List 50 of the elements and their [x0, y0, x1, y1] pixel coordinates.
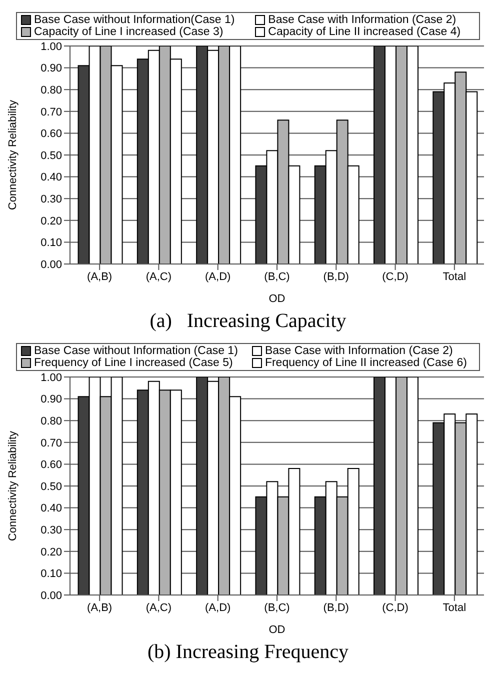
legend-label: Frequency of Line I increased (Case 5)	[34, 357, 233, 369]
y-tick-label: 0.40	[40, 172, 62, 184]
x-tick-label: (A,C)	[146, 270, 172, 283]
y-tick-label: 0.60	[40, 128, 62, 140]
y-tick-label: 0.00	[40, 258, 62, 271]
text: (b) Increasing Frequency	[146, 641, 350, 664]
x-tick-label: Total	[442, 602, 466, 614]
y-tick-label: 1.00	[40, 40, 62, 53]
y-tick-label: 0.20	[40, 215, 62, 228]
y-tick-label: 1.00	[40, 372, 62, 384]
y-tick-label: 0.40	[40, 502, 62, 515]
x-tick-label: (C,D)	[382, 270, 408, 283]
y-tick-label: 0.20	[40, 546, 62, 558]
x-tick-label: (B,D)	[323, 270, 349, 283]
y-tick-label: 0.30	[40, 194, 62, 206]
y-axis-title: Connectivity Reliability	[6, 99, 19, 210]
y-tick-label: 0.00	[40, 590, 62, 602]
y-tick-label: 0.10	[40, 568, 62, 580]
y-axis-title: Connectivity Reliability	[6, 430, 19, 542]
x-tick-label: (A,C)	[146, 602, 172, 614]
x-tick-label: (A,B)	[87, 602, 112, 614]
x-axis-title: OD	[268, 624, 286, 636]
legend-label: Base Case without Information(Case 1)	[34, 14, 235, 26]
y-tick-label: 0.60	[40, 459, 62, 472]
x-tick-label: (B,C)	[264, 602, 290, 614]
legend-label: Capacity of Line I increased (Case 3)	[34, 26, 224, 38]
legend-label: Capacity of Line II increased (Case 4)	[268, 26, 461, 38]
legend-label: Frequency of Line II increased (Case 6)	[264, 357, 467, 369]
x-tick-label: (A,B)	[87, 270, 112, 283]
y-tick-label: 0.80	[40, 416, 62, 428]
x-tick-label: (B,C)	[264, 270, 290, 283]
x-tick-label: (A,D)	[205, 602, 231, 614]
x-axis-title: OD	[268, 293, 286, 305]
x-tick-label: (C,D)	[382, 602, 408, 614]
y-tick-label: 0.90	[40, 394, 62, 406]
legend-label: Base Case with Information (Case 2)	[264, 345, 453, 357]
y-tick-label: 0.80	[40, 84, 62, 97]
y-tick-label: 0.70	[40, 106, 62, 118]
y-tick-label: 0.30	[40, 524, 62, 537]
y-tick-label: 0.70	[40, 437, 62, 450]
y-tick-label: 0.10	[40, 237, 62, 250]
text: (a) Increasing Capacity	[148, 310, 348, 333]
y-tick-label: 0.50	[40, 150, 62, 162]
legend-label: Base Case with Information (Case 2)	[268, 14, 456, 26]
y-tick-label: 0.90	[40, 62, 62, 75]
x-tick-label: (B,D)	[323, 602, 349, 614]
legend-label: Base Case without Information (Case 1)	[34, 345, 238, 357]
x-tick-label: Total	[442, 270, 466, 283]
y-tick-label: 0.50	[40, 480, 62, 493]
x-tick-label: (A,D)	[205, 270, 231, 283]
